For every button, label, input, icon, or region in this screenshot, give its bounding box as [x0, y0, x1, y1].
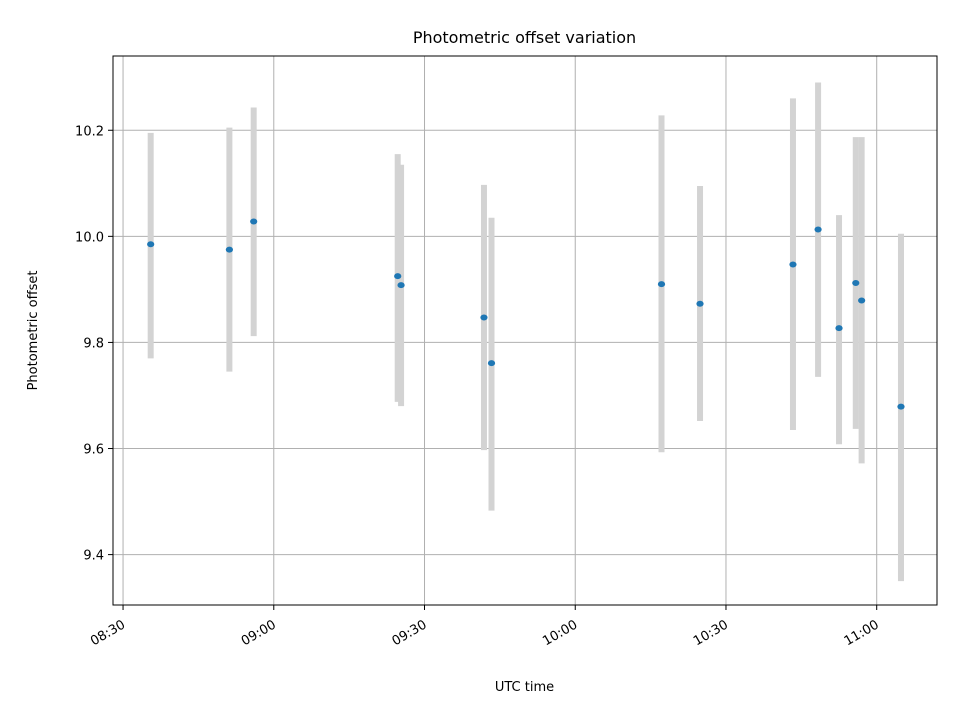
error-bars [147, 82, 904, 582]
y-tick-label: 9.4 [83, 549, 104, 564]
data-point [394, 273, 402, 280]
x-tick-label: 09:30 [390, 617, 430, 649]
data-point [657, 281, 666, 288]
data-point [250, 218, 258, 225]
x-tick-label: 09:00 [239, 617, 279, 649]
data-point [789, 261, 797, 268]
plot-frame [112, 55, 938, 606]
y-axis-label: Photometric offset [26, 271, 41, 391]
data-point [147, 241, 155, 248]
data-point [835, 325, 843, 332]
x-tick-label: 11:00 [842, 617, 882, 649]
x-tick-label: 08:30 [88, 617, 128, 649]
data-point [897, 403, 905, 410]
grid [113, 56, 937, 605]
data-point [487, 360, 496, 367]
data-point [858, 297, 866, 304]
data-point [852, 280, 860, 287]
x-tick-label: 10:00 [540, 617, 580, 649]
axis-ticks: 08:30 09:00 09:30 10:00 10:30 11:00 9.4 9.6 9.8 1… [75, 124, 882, 649]
chart-title: Photometric offset variation [413, 28, 636, 47]
data-point [225, 246, 233, 253]
y-tick-label: 9.8 [83, 336, 104, 351]
x-tick-label: 10:30 [691, 617, 731, 649]
data-point [814, 226, 822, 233]
y-tick-label: 10.0 [75, 230, 104, 245]
data-point [480, 314, 488, 321]
data-point [397, 282, 405, 289]
x-axis-label: UTC time [495, 680, 554, 695]
data-point [696, 300, 704, 307]
data-points [147, 218, 905, 410]
y-tick-label: 10.2 [75, 124, 104, 139]
y-tick-label: 9.6 [83, 443, 104, 458]
